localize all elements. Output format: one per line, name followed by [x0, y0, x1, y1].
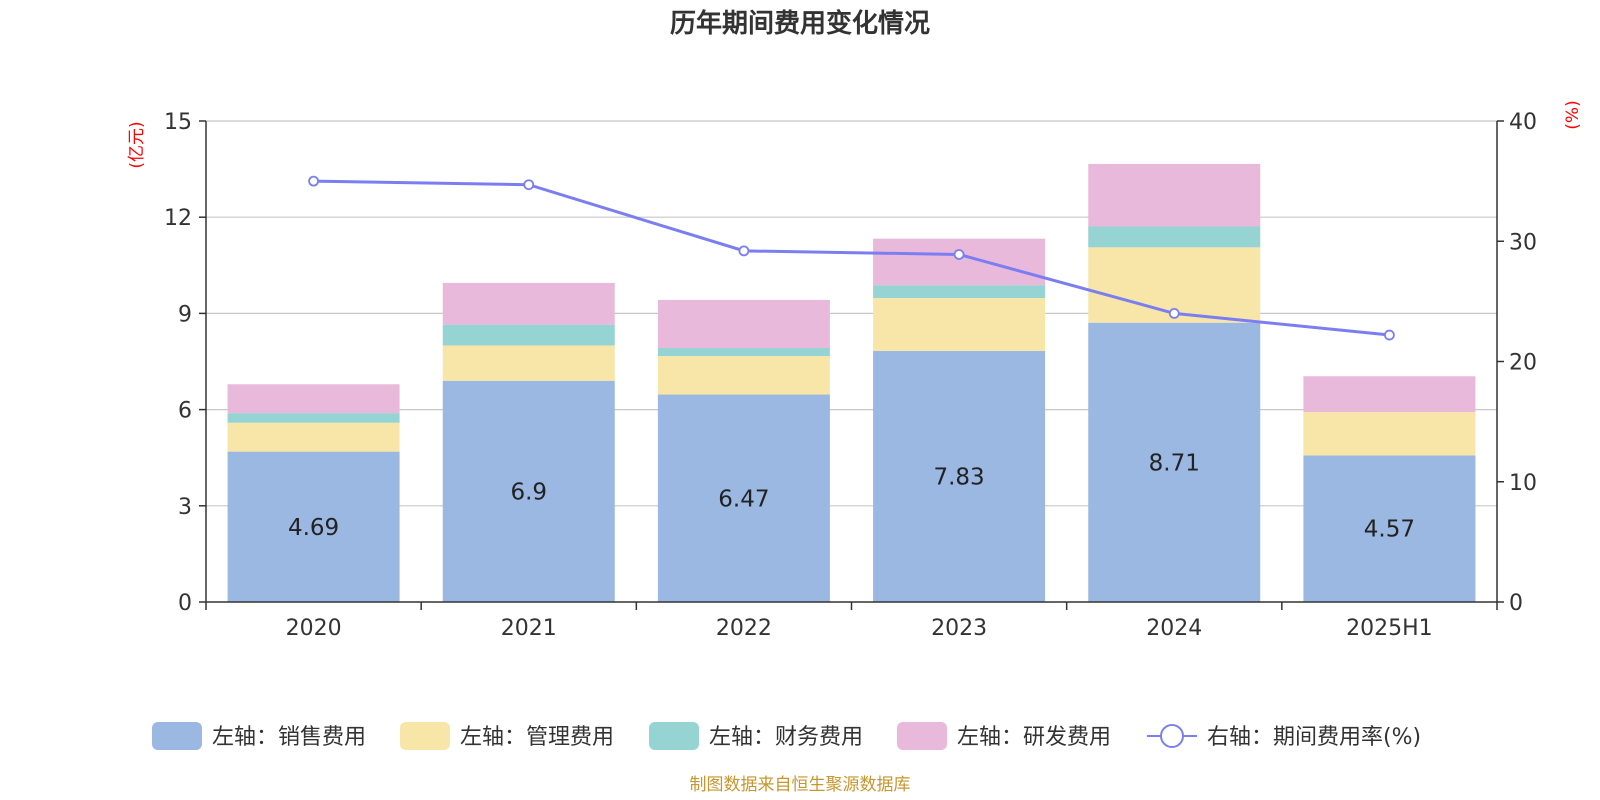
legend-label: 左轴：财务费用 — [709, 725, 863, 750]
legend-label: 左轴：研发费用 — [957, 725, 1111, 750]
legend-label: 左轴：管理费用 — [460, 725, 614, 750]
legend-label: 右轴：期间费用率(%) — [1207, 725, 1421, 750]
x-tick-label: 2021 — [501, 616, 557, 641]
bar-segment — [442, 324, 615, 346]
rate-point — [1168, 307, 1180, 319]
left-tick-label: 12 — [164, 206, 192, 231]
x-tick-label: 2023 — [931, 616, 987, 641]
data-label: 7.83 — [933, 464, 984, 490]
x-tick-label: 2025H1 — [1346, 616, 1433, 641]
source-note: 制图数据来自恒生聚源数据库 — [690, 775, 911, 795]
bar-segment — [227, 384, 400, 414]
bar-segment — [227, 422, 400, 452]
x-tick-label: 2022 — [716, 616, 772, 641]
right-tick-label: 0 — [1509, 591, 1523, 616]
legend-swatch — [649, 722, 699, 750]
legend: 左轴：销售费用 左轴：管理费用 左轴：财务费用 左轴：研发费用 右轴：期间费用率(%) — [152, 722, 1421, 750]
data-label: 8.71 — [1149, 450, 1200, 476]
gridlines — [206, 120, 1497, 507]
data-label: 4.57 — [1364, 517, 1415, 543]
bar-segment — [1303, 412, 1476, 456]
bar-segment — [227, 451, 400, 602]
rate-point — [1384, 329, 1395, 341]
data-label: 4.69 — [288, 515, 339, 541]
left-tick-label: 0 — [178, 591, 192, 616]
data-label: 6.9 — [510, 479, 547, 505]
bar-segment — [657, 356, 830, 395]
bar-segment — [1088, 163, 1261, 227]
bar-segment — [227, 413, 400, 423]
left-axis-unit: (亿元) — [127, 121, 147, 168]
left-tick-label: 3 — [178, 495, 192, 520]
rate-point — [738, 245, 750, 257]
x-tick-label: 2020 — [286, 616, 342, 641]
data-label: 6.47 — [718, 486, 769, 512]
left-tick-label: 15 — [164, 110, 192, 135]
bar-segment — [1088, 322, 1261, 602]
rate-line — [308, 175, 1395, 341]
x-tick-label: 2024 — [1146, 616, 1202, 641]
bar-segment — [442, 345, 615, 381]
right-tick-label: 20 — [1509, 351, 1537, 376]
bar-segment — [1088, 226, 1261, 248]
right-tick-label: 10 — [1509, 471, 1537, 496]
rate-line-path — [313, 179, 1390, 337]
bar-segment — [873, 285, 1046, 299]
rate-point — [953, 249, 965, 260]
bar-segment — [873, 350, 1046, 602]
bar-segment — [1303, 376, 1476, 413]
legend-swatch — [152, 722, 202, 750]
bar-segment — [657, 394, 830, 602]
right-tick-label: 30 — [1509, 230, 1537, 255]
legend-swatch — [400, 722, 450, 750]
bar-segment — [442, 380, 615, 602]
bar-segment — [873, 238, 1046, 286]
bar-segment — [873, 298, 1046, 351]
right-axis-unit: (%) — [1563, 100, 1583, 129]
legend-label: 左轴：销售费用 — [212, 725, 366, 750]
bar-segment — [442, 282, 615, 325]
left-tick-label: 9 — [178, 302, 192, 327]
axes: 0 3 6 9 12 15 0 10 20 30 40 2020 2021 2022 2023 2024 202… — [164, 110, 1537, 641]
left-tick-label: 6 — [178, 399, 192, 424]
bar-segment — [657, 299, 830, 349]
bar-segment — [657, 348, 830, 357]
chart-title: 历年期间费用变化情况 — [670, 8, 930, 39]
legend-swatch — [897, 722, 947, 750]
bars: 4.69 6.9 6.47 7.83 8.71 4.57 — [227, 163, 1476, 602]
rate-point — [523, 179, 535, 191]
rate-point — [308, 175, 319, 187]
legend-line-marker — [1160, 724, 1184, 748]
right-tick-label: 40 — [1509, 110, 1537, 135]
bar-segment — [1303, 455, 1476, 602]
